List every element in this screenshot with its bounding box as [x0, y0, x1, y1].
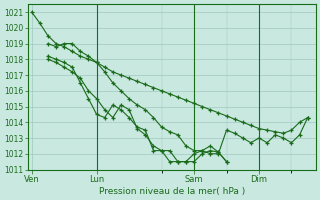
X-axis label: Pression niveau de la mer( hPa ): Pression niveau de la mer( hPa )	[99, 187, 245, 196]
